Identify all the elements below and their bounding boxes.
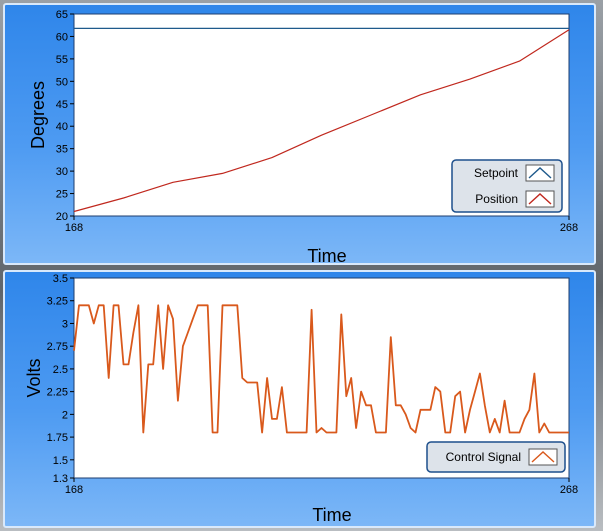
y-tick-label: 25	[56, 189, 68, 201]
y-tick-label: 50	[56, 76, 68, 88]
legend-label: Setpoint	[474, 166, 519, 180]
y-tick-label: 2.5	[53, 364, 68, 376]
y-tick-label: 40	[56, 121, 68, 133]
y-tick-label: 3.5	[53, 273, 68, 285]
x-tick-label: 268	[560, 222, 578, 234]
y-tick-label: 2.25	[47, 387, 68, 399]
y-tick-label: 20	[56, 211, 68, 223]
legend-swatch-line-icon	[528, 193, 552, 205]
x-tick-label: 268	[560, 484, 578, 496]
y-tick-label: 1.5	[53, 455, 68, 467]
y-axis-title: Volts	[24, 358, 44, 397]
series-line-control-signal	[73, 304, 569, 434]
y-tick-label: 65	[56, 9, 68, 21]
control-signal-chart-panel: 1.3 1.5 1.75 2 2.25 2.5 2.75 3 3.25 3.5 168 268 Time…	[3, 270, 596, 528]
legend-label: Control Signal	[446, 450, 521, 464]
x-tick-label: 168	[65, 484, 83, 496]
legend: Setpoint Position	[451, 159, 563, 213]
y-tick-label: 2.75	[47, 341, 68, 353]
position-chart-panel: 20 25 30 35 40 45 50 55 60 65 168 268 Time Degrees Set…	[3, 3, 596, 266]
x-axis-title: Time	[307, 246, 346, 266]
position-chart: 20 25 30 35 40 45 50 55 60 65 168 268 Time Degrees Set…	[28, 9, 578, 266]
legend-swatch-line-icon	[531, 451, 555, 463]
legend: Control Signal	[426, 441, 566, 473]
y-tick-label: 60	[56, 31, 68, 43]
y-tick-label: 3.25	[47, 296, 68, 308]
y-tick-label: 55	[56, 54, 68, 66]
y-tick-label: 30	[56, 166, 68, 178]
y-tick-label: 1.75	[47, 432, 68, 444]
series-line-position	[73, 29, 570, 213]
y-tick-label: 2	[62, 409, 68, 421]
legend-label: Position	[475, 192, 518, 206]
x-axis-title: Time	[312, 505, 351, 525]
y-tick-label: 35	[56, 144, 68, 156]
control-signal-chart: 1.3 1.5 1.75 2 2.25 2.5 2.75 3 3.25 3.5 168 268 Time…	[24, 273, 578, 525]
legend-swatch[interactable]	[528, 448, 558, 466]
y-tick-label: 45	[56, 99, 68, 111]
legend-swatch[interactable]	[525, 190, 555, 208]
legend-swatch-line-icon	[528, 167, 552, 179]
y-tick-label: 1.3	[53, 473, 68, 485]
y-tick-label: 3	[62, 318, 68, 330]
legend-swatch[interactable]	[525, 164, 555, 182]
y-axis-title: Degrees	[28, 81, 48, 149]
x-tick-label: 168	[65, 222, 83, 234]
